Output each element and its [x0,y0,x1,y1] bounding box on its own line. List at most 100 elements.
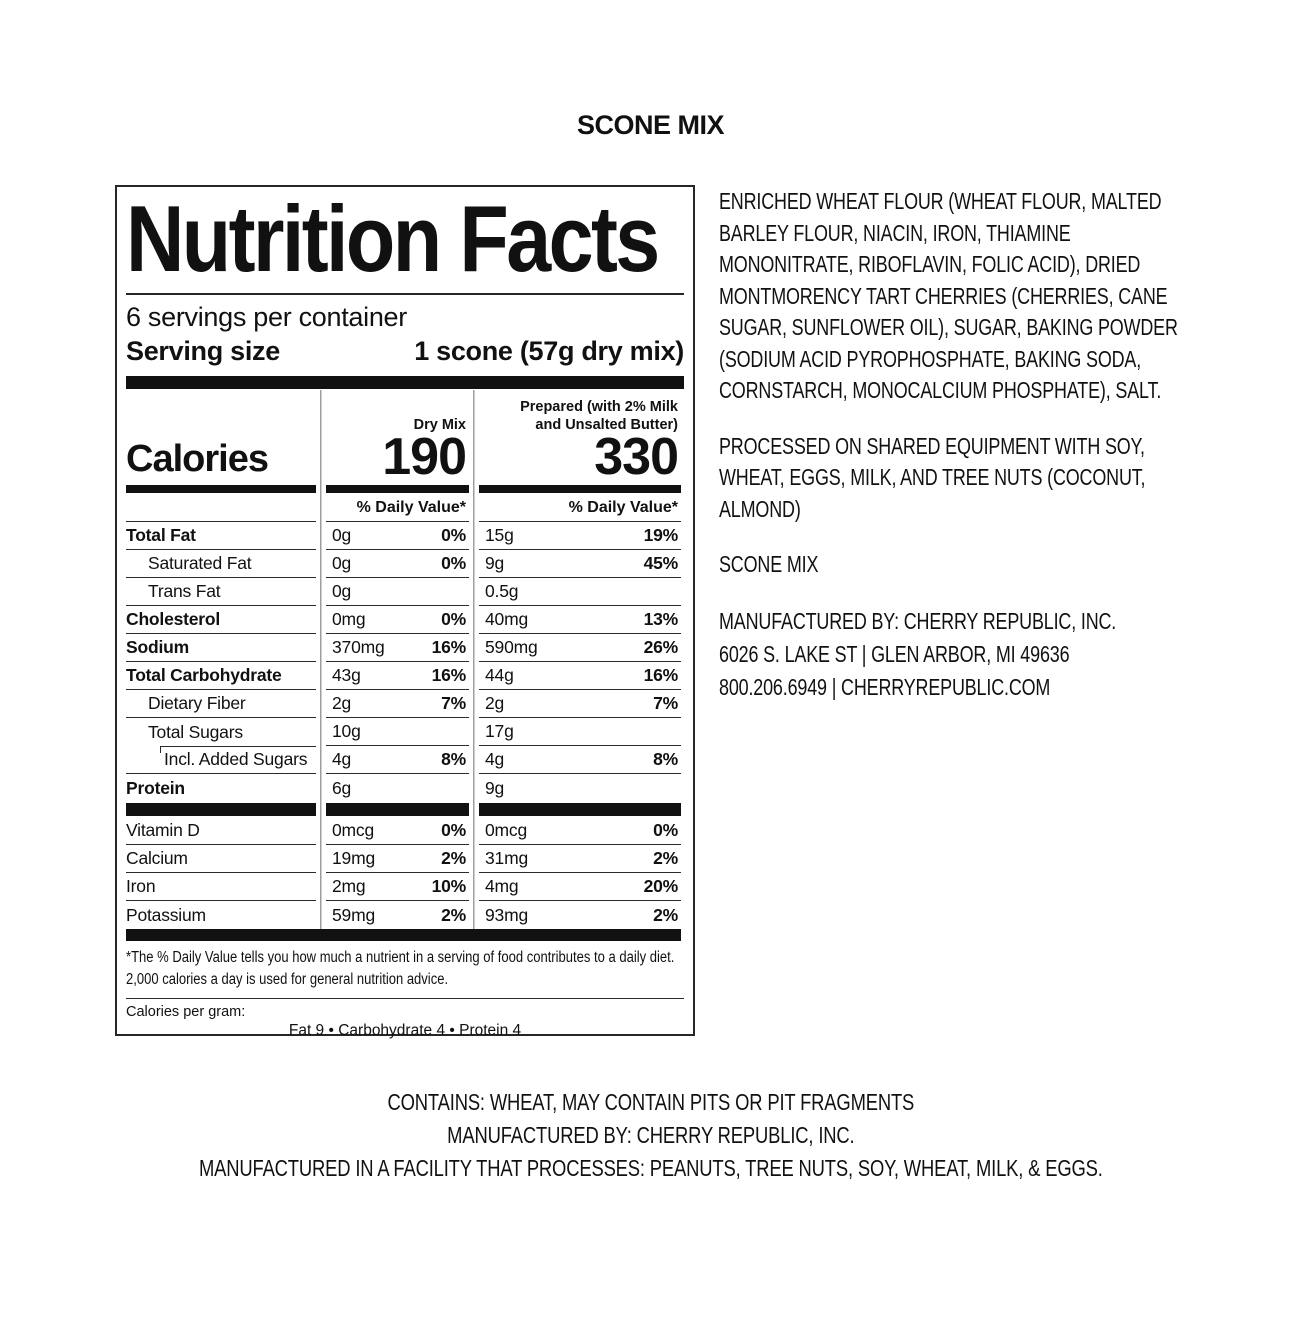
nutrient-name: Cholesterol [126,606,316,634]
prepared-value-cell: 9g [479,774,681,802]
column-divider [316,873,326,901]
nutrient-amount: 10g [332,721,361,741]
nutrient-daily-value: 16% [431,665,467,685]
nutrition-facts-heading: Nutrition Facts [126,186,660,291]
nutrient-name: Total Carbohydrate [126,662,316,690]
dry-mix-value-cell: 2mg 10% [326,873,469,901]
nutrient-name: Calcium [126,845,316,873]
nutrient-name: Potassium [126,904,206,925]
nutrient-amount: 44g [485,665,514,685]
column-divider [316,746,326,774]
ingredients-text: ENRICHED WHEAT FLOUR (WHEAT FLOUR, MALTE… [719,188,1178,403]
column-divider [316,495,326,522]
column-divider [469,746,479,774]
nutrient-amount: 0g [332,525,352,545]
dry-mix-value-cell: 59mg 2% [326,901,469,929]
column-divider [316,817,326,845]
nutrient-amount: 0mg [332,609,366,629]
dry-mix-value-cell: 4g 8% [326,746,469,774]
column-divider [316,901,326,929]
daily-value-header-spacer [126,495,316,522]
prepared-value-cell: 17g [479,718,681,746]
nutrient-amount: 0g [332,553,352,573]
column-divider [469,606,479,634]
nutrient-daily-value: 8% [441,749,466,769]
nutrient-daily-value: 19% [643,525,679,545]
footer-text: CONTAINS: WHEAT, MAY CONTAIN PITS OR PIT… [199,1086,1103,1185]
prepared-value-cell: 4g 8% [479,746,681,774]
column-divider [316,550,326,578]
servings-per-container: 6 servings per container [126,302,407,332]
nutrient-daily-value: 0% [441,553,466,573]
column-divider [469,802,479,817]
dry-mix-value-cell: 0g [326,578,469,606]
nutrient-daily-value: 16% [643,665,679,685]
nutrient-name: Vitamin D [126,817,316,845]
calories-per-gram-label: Calories per gram: [126,1004,246,1020]
dry-mix-value-cell: 6g [326,774,469,802]
nutrient-daily-value: 16% [431,637,467,657]
daily-value-header-prepared: % Daily Value* [479,495,681,522]
calories-label: Calories [126,438,269,480]
nutrient-amount: 15g [485,525,514,545]
prepared-value-cell: 40mg 13% [479,606,681,634]
column-divider [469,634,479,662]
prepared-value-cell: 2g 7% [479,690,681,718]
footer-facility: MANUFACTURED IN A FACILITY THAT PROCESSE… [198,1155,1103,1181]
column-divider [316,718,326,746]
nutrient-name: Trans Fat [126,578,316,606]
column-divider [469,817,479,845]
nutrient-name: Sodium [126,634,316,662]
nutrient-daily-value: 0% [441,609,466,629]
dry-mix-value-cell: 0g 0% [326,550,469,578]
nutrient-amount: 17g [485,721,514,741]
dry-mix-value-cell: 0mcg 0% [326,817,469,845]
daily-value-header-dry: % Daily Value* [326,495,469,522]
nutrient-daily-value: 0% [653,820,678,840]
nutrient-daily-value: 0% [441,525,466,545]
thick-divider-bar [479,802,681,817]
nutrient-amount: 4g [332,749,352,769]
column-divider [469,901,479,929]
nutrient-daily-value: 20% [643,876,679,896]
nutrient-amount: 2g [332,693,352,713]
nutrient-amount: 19mg [332,848,375,868]
column-divider [469,690,479,718]
nutrient-daily-value: 10% [431,876,467,896]
column-divider [316,845,326,873]
nutrient-amount: 370mg [332,637,385,657]
product-name: SCONE MIX [719,551,819,577]
dry-mix-value-cell: 0g 0% [326,522,469,550]
column-divider [469,873,479,901]
column-divider [469,482,479,495]
nutrient-amount: 40mg [485,609,528,629]
column-divider [316,774,326,802]
prepared-value-cell: 93mg 2% [479,901,681,929]
nutrient-name: Incl. Added Sugars [126,746,316,774]
column-divider [469,390,479,482]
nutrient-name: Protein [126,777,185,798]
column-divider [316,662,326,690]
heading-rule [126,293,684,295]
nutrient-amount: 9g [485,553,505,573]
thick-divider-bar [126,929,681,941]
nutrient-name: Saturated Fat [126,550,316,578]
column-divider [469,718,479,746]
dry-mix-value-cell: 370mg 16% [326,634,469,662]
nutrient-amount: 31mg [485,848,528,868]
dry-mix-value-cell: 43g 16% [326,662,469,690]
nutrition-facts-panel: Nutrition Facts 6 servings per container… [115,185,695,1039]
nutrient-daily-value: 2% [653,848,678,868]
column-divider [469,522,479,550]
nutrient-amount: 9g [485,777,505,798]
nutrient-amount: 43g [332,665,361,685]
prepared-value-cell: 31mg 2% [479,845,681,873]
dry-mix-value-cell: 10g [326,718,469,746]
footer-contains: CONTAINS: WHEAT, MAY CONTAIN PITS OR PIT… [387,1089,914,1115]
column-divider [469,495,479,522]
nutrient-name: Total Sugars [148,721,243,742]
manufacturer-info: MANUFACTURED BY: CHERRY REPUBLIC, INC. 6… [719,607,1117,700]
dry-mix-value-cell: 0mg 0% [326,606,469,634]
nutrient-amount: 0mcg [332,820,374,840]
calories-cell: Calories [126,390,316,482]
